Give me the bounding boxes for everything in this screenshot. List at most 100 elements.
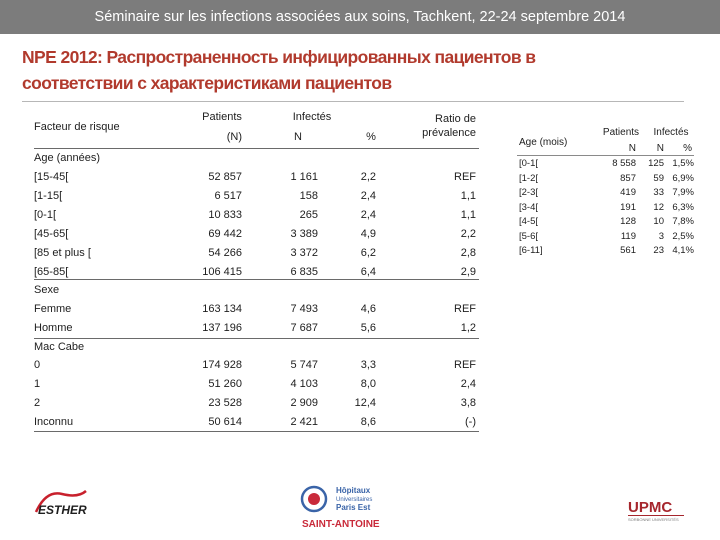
main-section-rule-age — [34, 279, 479, 280]
cell-infected-n: 3 389 — [290, 228, 318, 240]
cell-percent: 8,6 — [360, 416, 376, 428]
side-cell-percent: 7,9% — [672, 187, 694, 198]
cell-percent: 2,4 — [360, 209, 376, 221]
cell-patients: 137 196 — [202, 322, 242, 334]
upmc-logo-rule — [628, 515, 684, 516]
hup-logo-subtitle: SAINT-ANTOINE — [302, 519, 380, 530]
side-cell-percent: 6,9% — [672, 172, 694, 184]
side-header-infected-n: N — [656, 143, 664, 154]
side-cell-percent: 2,5% — [672, 230, 694, 242]
cell-patients: 52 857 — [208, 171, 242, 183]
hup-logo-line-2: Universitaires — [336, 497, 372, 503]
side-cell-percent: 4,1% — [672, 245, 694, 256]
cell-percent: 6,4 — [360, 266, 376, 278]
cell-infected-n: 4 103 — [290, 378, 318, 390]
header-factor: Facteur de risque — [34, 121, 120, 133]
esther-logo-swoosh — [34, 490, 87, 513]
page-title: NPE 2012: Распространенность инфицирован… — [22, 44, 662, 96]
side-cell-infected-n: 125 — [648, 158, 664, 169]
cell-percent: 2,2 — [360, 171, 376, 183]
main-bottom-rule — [34, 431, 479, 432]
cell-ratio: (-) — [465, 416, 476, 428]
header-ratio-line-1: Ratio de — [435, 113, 476, 125]
side-cell-infected-n: 59 — [653, 172, 664, 184]
hup-emblem-inner — [308, 493, 320, 505]
cell-ratio: REF — [454, 171, 476, 183]
main-section-rule-sex — [34, 338, 479, 339]
hup-logo-line-3: Paris Est — [336, 503, 371, 512]
cell-percent: 3,3 — [360, 359, 376, 371]
cell-patients: 174 928 — [202, 359, 242, 371]
cell-patients: 51 260 — [208, 378, 242, 390]
cell-patients: 54 266 — [208, 247, 242, 259]
cell-infected-n: 1 161 — [290, 171, 318, 183]
cell-ratio: 3,8 — [460, 397, 476, 409]
row-label: [85 et plus [ — [34, 247, 91, 259]
cell-percent: 8,0 — [360, 378, 376, 390]
side-header-rule — [517, 155, 694, 156]
cell-ratio: 1,2 — [460, 322, 476, 334]
section-heading: Age (années) — [34, 152, 101, 164]
cell-percent: 4,6 — [360, 303, 376, 315]
cell-percent: 5,6 — [360, 322, 376, 334]
cell-infected-n: 2 421 — [290, 416, 318, 428]
cell-ratio: 2,9 — [460, 266, 476, 278]
side-row-label: [6-11] — [519, 245, 543, 256]
cell-patients: 69 442 — [208, 228, 242, 240]
cell-patients: 23 528 — [208, 397, 242, 409]
side-header-infected: Infectés — [653, 127, 689, 138]
header-banner: Séminaire sur les infections associées a… — [0, 0, 720, 34]
cell-infected-n: 5 747 — [290, 359, 318, 371]
esther-logo: ESTHER — [34, 490, 87, 517]
esther-logo-text: ESTHER — [38, 503, 87, 517]
side-header-patients: Patients — [602, 127, 640, 138]
header-ratio-line-2: prévalence — [422, 127, 476, 139]
side-cell-percent: 6,3% — [672, 201, 694, 213]
side-cell-patients: 119 — [620, 230, 636, 242]
cell-ratio: REF — [454, 303, 476, 315]
row-label: Homme — [34, 322, 73, 334]
side-cell-patients: 561 — [620, 245, 636, 256]
row-label: [65-85[ — [34, 266, 69, 278]
cell-patients: 106 415 — [202, 266, 242, 278]
cell-percent: 4,9 — [360, 228, 376, 240]
side-cell-patients: 191 — [620, 201, 636, 213]
upmc-logo: UPMC SORBONNE UNIVERSITÉS — [628, 499, 684, 522]
cell-ratio: REF — [454, 359, 476, 371]
row-label: Femme — [34, 303, 72, 315]
side-cell-patients: 128 — [620, 216, 636, 227]
cell-ratio: 2,8 — [460, 247, 476, 259]
side-cell-infected-n: 3 — [658, 230, 664, 242]
cell-patients: 6 517 — [214, 190, 242, 202]
cell-patients: 163 134 — [202, 303, 242, 315]
cell-infected-n: 3 372 — [290, 247, 318, 259]
hopitaux-paris-est-logo: Hôpitaux Universitaires Paris Est SAINT-… — [300, 485, 380, 530]
row-label: [45-65[ — [34, 228, 69, 240]
row-label: 2 — [34, 397, 41, 409]
cell-ratio: 2,2 — [460, 228, 476, 240]
cell-percent: 2,4 — [360, 190, 376, 202]
row-label: [0-1[ — [34, 209, 57, 221]
side-cell-infected-n: 23 — [653, 245, 664, 256]
side-row-label: [2-3[ — [519, 187, 539, 198]
side-header-percent: % — [683, 143, 692, 154]
cell-infected-n: 158 — [299, 190, 318, 202]
cell-infected-n: 7 493 — [290, 303, 318, 315]
cell-infected-n: 2 909 — [290, 397, 318, 409]
header-infected-n: N — [294, 131, 302, 143]
side-cell-percent: 1,5% — [672, 158, 694, 169]
side-row-label: [1-2[ — [519, 172, 539, 184]
header-patients-n: (N) — [226, 131, 242, 143]
title-divider — [22, 101, 684, 102]
cell-percent: 6,2 — [360, 247, 376, 259]
row-label: 0 — [34, 359, 41, 371]
cell-infected-n: 6 835 — [290, 266, 318, 278]
hup-logo-line-1: Hôpitaux — [336, 486, 371, 495]
row-label: [15-45[ — [34, 171, 69, 183]
upmc-logo-subtitle: SORBONNE UNIVERSITÉS — [628, 517, 679, 522]
side-row-label: [5-6[ — [519, 230, 539, 242]
side-cell-patients: 8 558 — [612, 158, 636, 169]
cell-ratio: 2,4 — [460, 378, 476, 390]
row-label: Inconnu — [34, 416, 74, 428]
cell-patients: 10 833 — [208, 209, 242, 221]
